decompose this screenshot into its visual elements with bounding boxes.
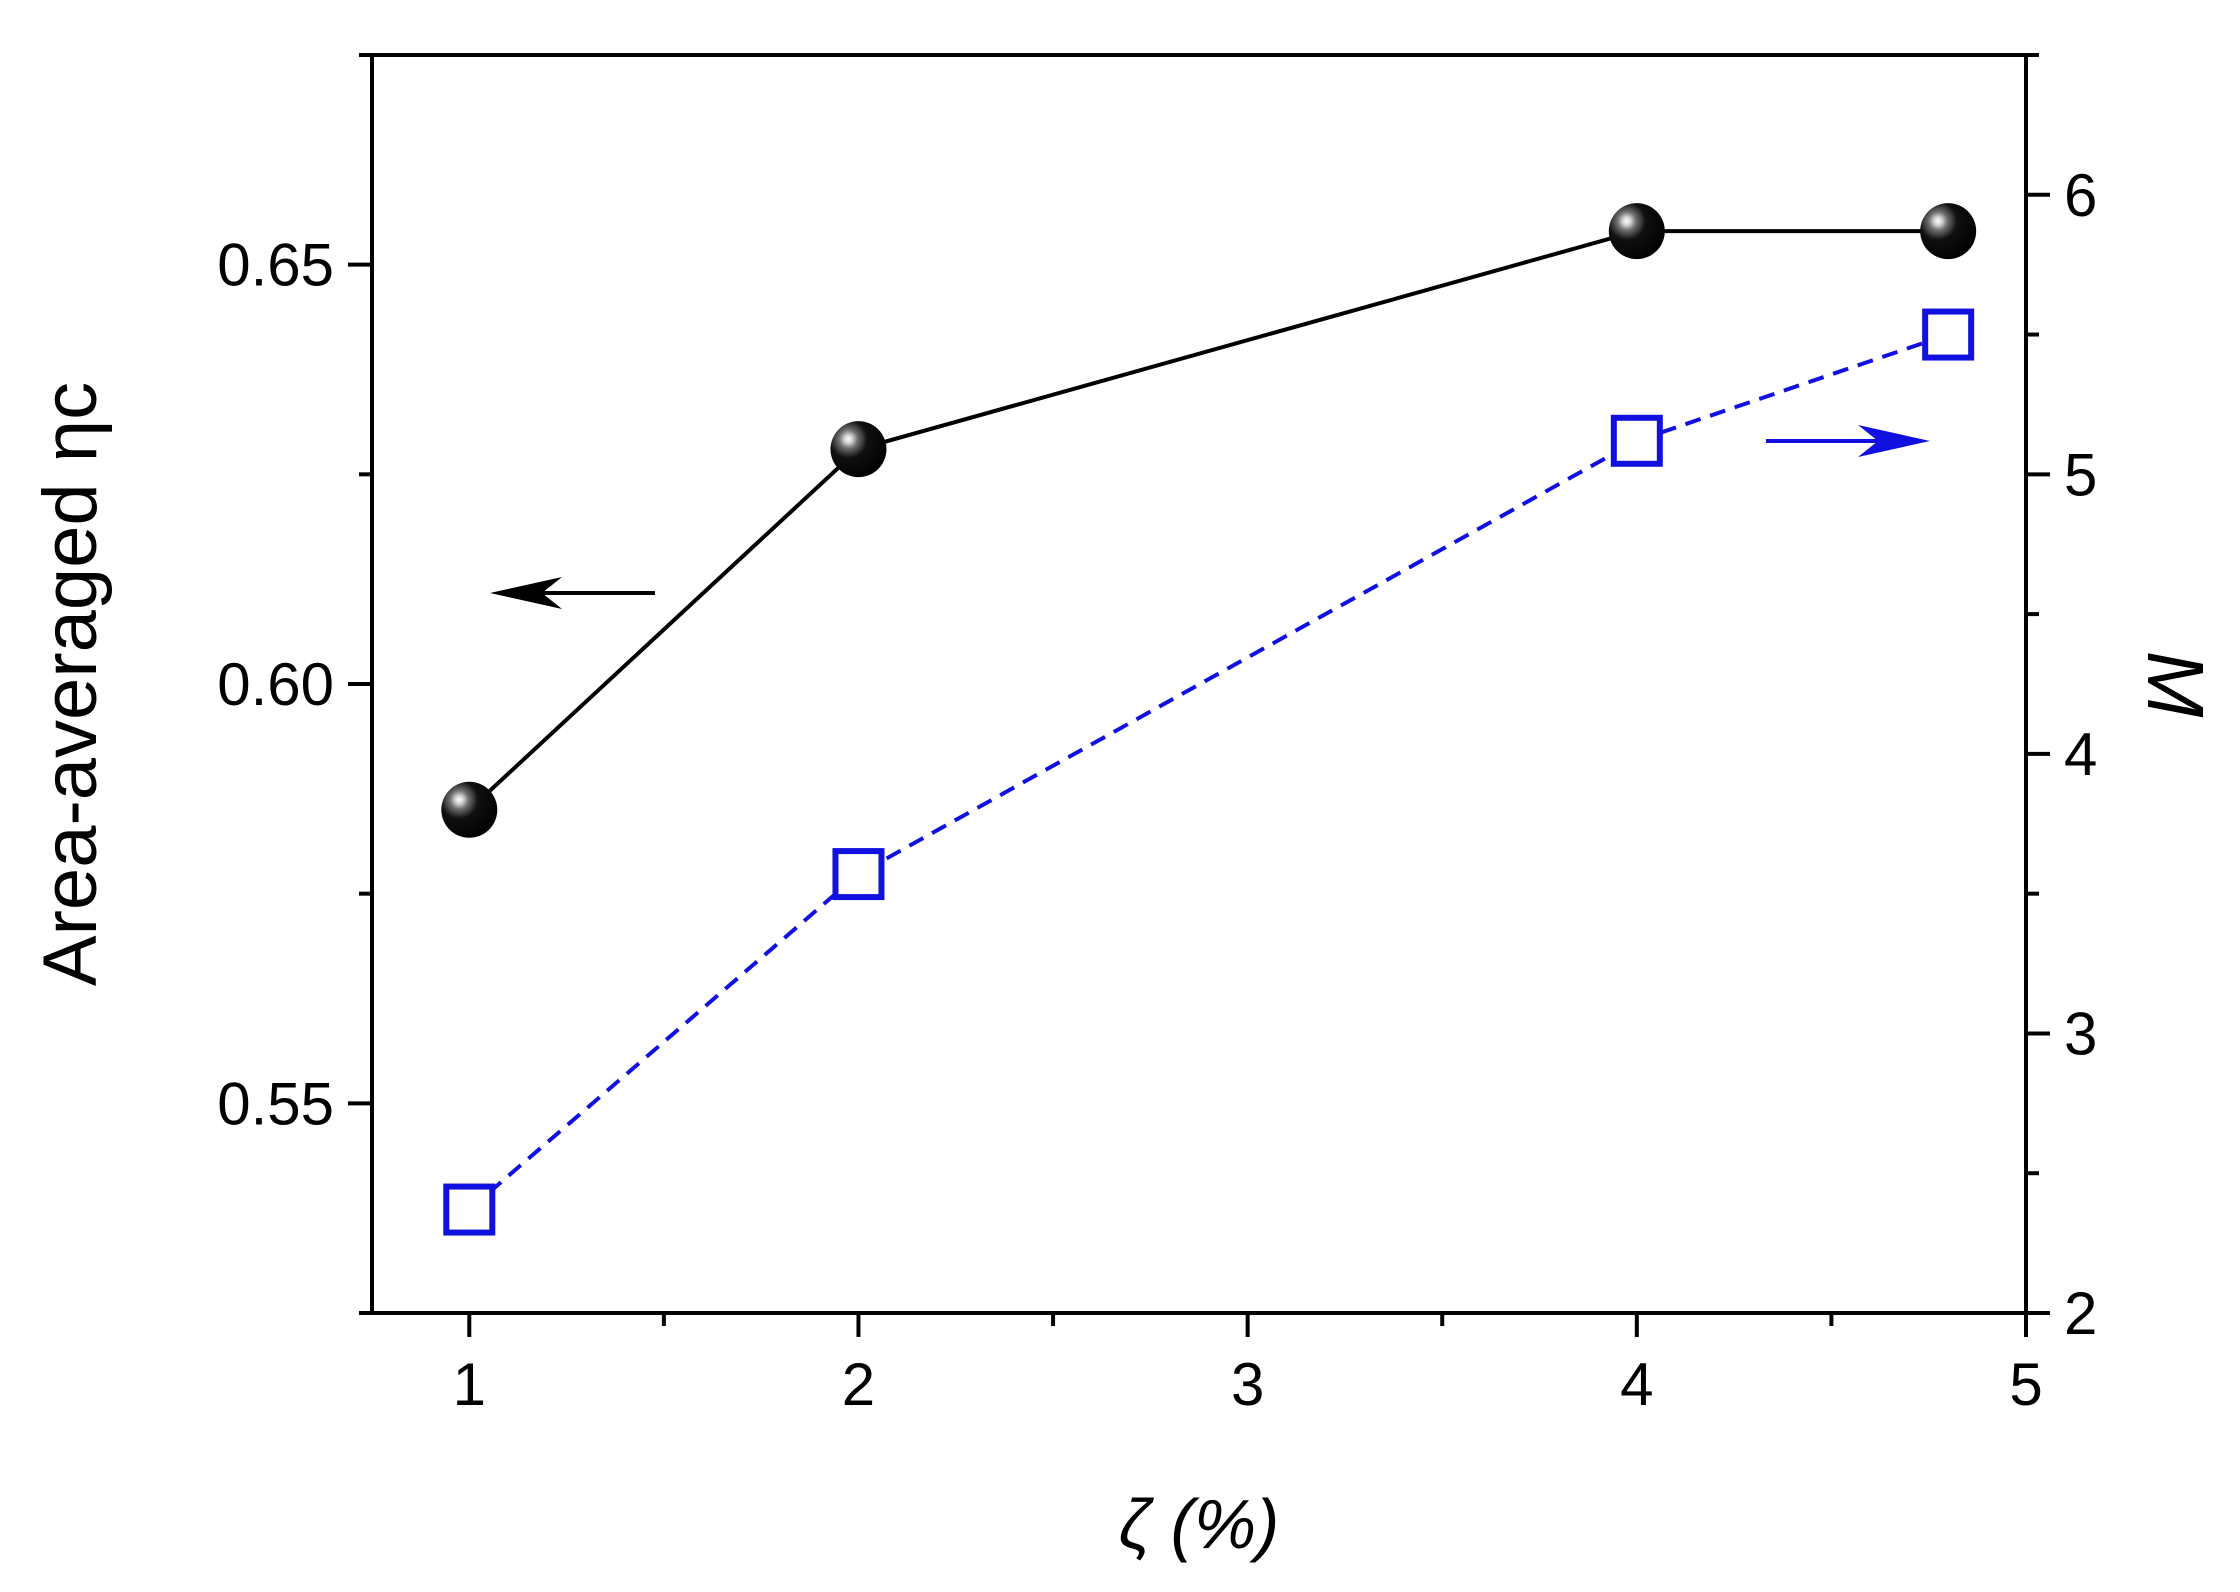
arrow-2-head [1858,425,1930,457]
x-tick-label: 1 [453,1351,486,1418]
axis-ticks [348,53,2050,1337]
y-left-tick-label: 0.60 [217,651,334,718]
x-tick-label: 5 [2009,1351,2042,1418]
series-1-point [830,421,887,478]
y-left-tick-label: 0.55 [217,1070,334,1137]
arrow-1-head [490,577,562,609]
x-tick-label: 4 [1620,1351,1653,1418]
series-1-line [467,229,1949,812]
x-tick-label: 2 [842,1351,875,1418]
y-right-tick-label: 6 [2064,162,2097,229]
series-1-point [1920,203,1977,260]
y-right-tick-label: 4 [2064,721,2097,788]
annotation-layer [490,425,1930,609]
y-right-tick-label: 2 [2064,1280,2097,1347]
series-2-line [467,332,1949,1212]
y-right-tick-label: 3 [2064,1000,2097,1067]
series-2-point [1610,414,1663,467]
plot-frame [370,53,2028,1315]
series-2-point [443,1183,496,1236]
y-left-axis-title: Area-averaged ηc [28,382,113,986]
series-layer [441,203,1977,1236]
y-right-axis-title: M [2131,651,2220,718]
x-axis-title: ζ (%) [1119,1485,1280,1563]
tick-labels: 1 2 3 4 5 0.55 0.60 0.65 2 3 4 5 6 [217,162,2097,1418]
y-left-tick-label: 0.65 [217,232,334,299]
series-1-point [441,781,498,838]
series-2-point [1922,308,1975,361]
series-2-point [832,848,885,901]
series-1-point [1608,203,1665,260]
x-tick-label: 3 [1231,1351,1264,1418]
y-right-tick-label: 5 [2064,441,2097,508]
